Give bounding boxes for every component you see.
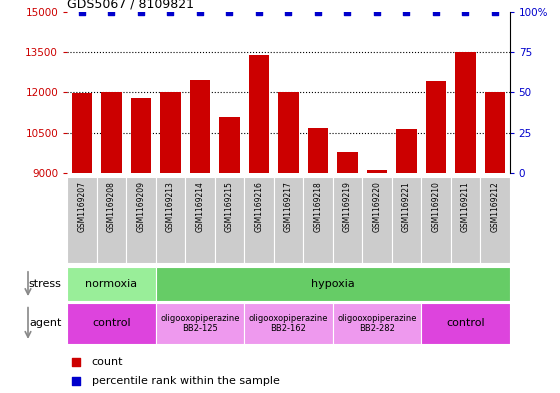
Point xyxy=(166,9,175,15)
Bar xyxy=(274,177,303,263)
Point xyxy=(314,9,323,15)
Bar xyxy=(67,177,97,263)
Text: stress: stress xyxy=(29,279,62,289)
Bar xyxy=(455,52,475,173)
Text: GSM1169216: GSM1169216 xyxy=(254,181,263,232)
Text: control: control xyxy=(92,318,130,328)
Text: GSM1169213: GSM1169213 xyxy=(166,181,175,232)
Text: GSM1169219: GSM1169219 xyxy=(343,181,352,232)
Bar xyxy=(278,92,298,173)
Text: oligooxopiperazine
BB2-282: oligooxopiperazine BB2-282 xyxy=(337,314,417,333)
Bar xyxy=(219,116,240,173)
Text: GSM1169212: GSM1169212 xyxy=(491,181,500,232)
Text: GSM1169211: GSM1169211 xyxy=(461,181,470,232)
Text: hypoxia: hypoxia xyxy=(311,279,354,289)
Bar xyxy=(244,303,333,344)
Bar xyxy=(421,303,510,344)
Point xyxy=(195,9,204,15)
Point xyxy=(225,9,234,15)
Bar xyxy=(421,177,451,263)
Bar xyxy=(391,177,421,263)
Text: GSM1169207: GSM1169207 xyxy=(77,181,86,232)
Text: GSM1169210: GSM1169210 xyxy=(431,181,440,232)
Text: percentile rank within the sample: percentile rank within the sample xyxy=(91,376,279,386)
Point xyxy=(284,9,293,15)
Bar xyxy=(480,177,510,263)
Point xyxy=(107,9,116,15)
Bar xyxy=(396,129,417,173)
Text: normoxia: normoxia xyxy=(85,279,138,289)
Point xyxy=(431,9,440,15)
Bar xyxy=(451,177,480,263)
Text: GDS5067 / 8109821: GDS5067 / 8109821 xyxy=(67,0,194,11)
Text: GSM1169208: GSM1169208 xyxy=(107,181,116,232)
Bar xyxy=(367,170,387,173)
Point xyxy=(254,9,263,15)
Bar xyxy=(72,93,92,173)
Bar xyxy=(426,81,446,173)
Text: control: control xyxy=(446,318,484,328)
Bar xyxy=(130,98,151,173)
Bar xyxy=(307,128,328,173)
Bar xyxy=(185,177,214,263)
Point xyxy=(491,9,500,15)
Text: GSM1169220: GSM1169220 xyxy=(372,181,381,232)
Bar xyxy=(362,177,391,263)
Bar xyxy=(101,92,122,173)
Text: GSM1169214: GSM1169214 xyxy=(195,181,204,232)
Bar xyxy=(249,55,269,173)
Text: oligooxopiperazine
BB2-125: oligooxopiperazine BB2-125 xyxy=(160,314,240,333)
Point xyxy=(365,295,374,301)
Bar xyxy=(303,177,333,263)
Bar xyxy=(156,303,244,344)
Point xyxy=(343,9,352,15)
Bar xyxy=(160,92,181,173)
Text: GSM1169215: GSM1169215 xyxy=(225,181,234,232)
Point xyxy=(402,9,411,15)
Text: GSM1169218: GSM1169218 xyxy=(314,181,323,232)
Bar xyxy=(126,177,156,263)
Bar xyxy=(244,177,274,263)
Text: oligooxopiperazine
BB2-162: oligooxopiperazine BB2-162 xyxy=(249,314,328,333)
Text: GSM1169221: GSM1169221 xyxy=(402,181,411,232)
Point xyxy=(137,9,146,15)
Point xyxy=(461,9,470,15)
Bar xyxy=(97,177,126,263)
Point xyxy=(365,116,374,123)
Bar xyxy=(484,92,505,173)
Bar xyxy=(67,303,156,344)
Bar xyxy=(337,152,358,173)
Bar xyxy=(156,267,510,301)
Bar xyxy=(156,177,185,263)
Bar xyxy=(333,177,362,263)
Point xyxy=(77,9,86,15)
Bar xyxy=(214,177,244,263)
Text: GSM1169209: GSM1169209 xyxy=(137,181,146,232)
Point xyxy=(372,9,381,15)
Text: GSM1169217: GSM1169217 xyxy=(284,181,293,232)
Text: agent: agent xyxy=(29,318,62,328)
Bar xyxy=(190,80,210,173)
Bar xyxy=(67,267,156,301)
Text: count: count xyxy=(91,356,123,367)
Bar xyxy=(333,303,421,344)
